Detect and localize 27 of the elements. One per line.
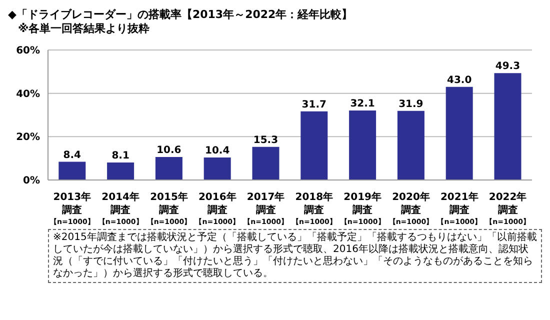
y-tick-label: 20% (16, 132, 40, 144)
data-label: 32.1 (350, 98, 375, 110)
data-label: 10.6 (156, 145, 182, 156)
bar (204, 157, 231, 180)
text: ※2015年調査までは搭載状況と予定（「搭載している」「搭載予定」「搭載するつもりはない」「以前搭載していたが今は搭載していない」）から選択する形式で聴取、2016年以降は搭載状況と搭載意向、認知状況（「すでに付いている」「付けたいと思う」「付けたいと思わない」「そのようなものがあることを知らなかった」）から選択する形式で聴取している。 (48, 229, 542, 283)
bar (300, 111, 328, 180)
data-label: 8.4 (63, 150, 82, 161)
data-label: 8.1 (112, 150, 130, 162)
bar (397, 110, 424, 180)
chart-title: ◆「ドライブレコーダー」の搭載率【2013年～2022年：経年比較】 (8, 8, 354, 22)
data-label: 49.3 (495, 61, 520, 72)
bar (58, 162, 86, 180)
bar (252, 146, 280, 180)
bar (107, 162, 134, 180)
bar (349, 110, 376, 180)
bar (155, 157, 182, 180)
data-label: 43.0 (447, 74, 472, 86)
data-label: 10.4 (205, 145, 230, 156)
chart-subtitle: ※各単一回答結果より抜粋 (17, 22, 151, 36)
data-label: 15.3 (253, 134, 278, 146)
data-label: 31.9 (398, 98, 424, 110)
bar (494, 73, 522, 180)
y-tick-label: 0% (23, 176, 40, 187)
data-label: 31.7 (302, 99, 327, 110)
y-tick-label: 60% (16, 46, 40, 57)
y-tick-label: 40% (16, 88, 40, 100)
bar (446, 86, 473, 180)
